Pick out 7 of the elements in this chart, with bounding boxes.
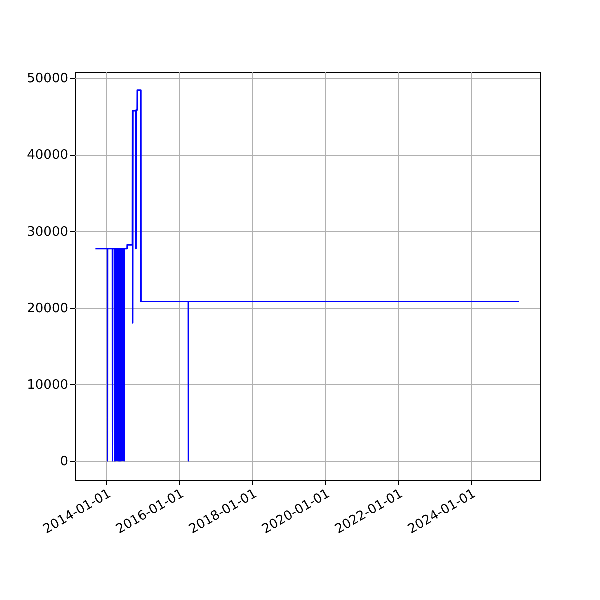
line-series (94, 90, 520, 462)
y-tick-label: 40000 (27, 148, 68, 164)
y-tick-label: 30000 (27, 224, 68, 240)
y-tick-label: 10000 (27, 378, 68, 393)
y-tick-label: 20000 (27, 301, 68, 316)
y-tick-label: 50000 (27, 72, 68, 87)
y-tick-label: 0 (60, 454, 68, 470)
